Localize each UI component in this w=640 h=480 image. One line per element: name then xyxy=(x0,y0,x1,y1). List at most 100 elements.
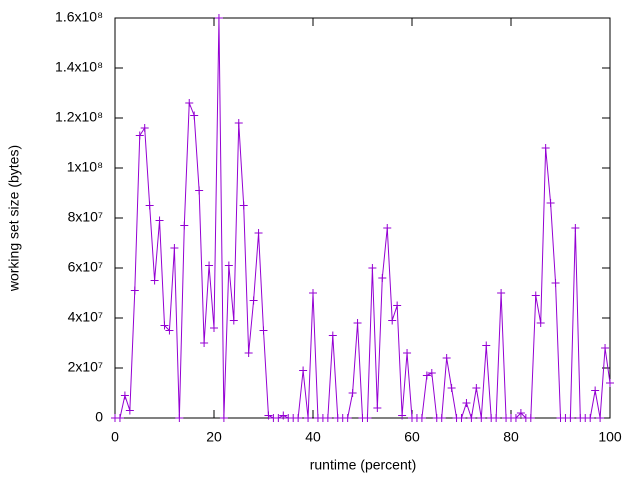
point xyxy=(125,406,134,415)
point xyxy=(482,341,491,350)
x-tick-label: 40 xyxy=(305,429,321,445)
point xyxy=(591,386,600,395)
point xyxy=(348,389,357,397)
y-axis-label: working set size (bytes) xyxy=(6,145,22,292)
point xyxy=(398,411,407,420)
point xyxy=(353,319,362,327)
point xyxy=(601,344,610,352)
point xyxy=(210,324,218,332)
x-tick-label: 100 xyxy=(598,429,622,445)
point xyxy=(165,326,174,335)
y-tick-label: 8x10⁷ xyxy=(68,209,103,225)
point xyxy=(328,331,337,340)
point xyxy=(373,404,382,412)
point xyxy=(437,414,446,422)
point xyxy=(185,99,194,107)
point xyxy=(180,221,189,230)
point xyxy=(299,366,308,375)
point xyxy=(160,321,169,330)
point xyxy=(393,301,402,310)
point xyxy=(343,414,352,422)
point xyxy=(383,224,392,232)
point xyxy=(422,371,431,380)
point xyxy=(254,229,263,237)
point xyxy=(546,199,555,207)
y-tick-label: 0 xyxy=(95,409,103,425)
point xyxy=(516,409,525,417)
point xyxy=(120,391,129,400)
point xyxy=(462,399,471,407)
point xyxy=(536,319,545,327)
point xyxy=(403,349,412,357)
point xyxy=(170,244,179,252)
point xyxy=(234,119,243,127)
point xyxy=(304,414,313,422)
series-line xyxy=(115,17,611,419)
point xyxy=(264,411,273,420)
point xyxy=(294,414,303,422)
y-tick-label: 6x10⁷ xyxy=(68,259,103,275)
x-tick-label: 20 xyxy=(206,429,222,445)
point xyxy=(526,414,535,422)
point xyxy=(135,131,144,140)
point xyxy=(150,276,159,285)
point xyxy=(200,339,209,347)
point xyxy=(309,289,317,297)
x-tick-label: 60 xyxy=(404,429,420,445)
y-tick-label: 1x10⁸ xyxy=(67,159,103,175)
point xyxy=(249,296,258,305)
point xyxy=(145,201,154,210)
point xyxy=(279,411,288,420)
x-tick-label: 0 xyxy=(111,429,119,445)
y-tick-label: 1.2x10⁸ xyxy=(55,109,103,125)
point xyxy=(175,414,184,422)
point xyxy=(195,186,204,195)
point xyxy=(511,414,520,422)
point xyxy=(442,354,451,362)
point xyxy=(596,414,605,422)
point xyxy=(492,414,501,422)
point xyxy=(274,414,283,422)
point xyxy=(115,414,124,422)
point xyxy=(606,379,614,387)
point xyxy=(219,414,228,422)
point xyxy=(229,316,238,325)
point xyxy=(130,286,139,295)
point xyxy=(239,201,248,210)
point xyxy=(427,369,436,377)
point xyxy=(244,349,253,357)
point xyxy=(259,326,268,335)
point xyxy=(190,111,199,120)
point xyxy=(155,216,164,225)
plot-frame xyxy=(114,17,611,419)
point xyxy=(224,261,233,270)
y-tick-label: 4x10⁷ xyxy=(68,309,103,325)
point xyxy=(541,144,550,152)
y-tick-label: 1.4x10⁸ xyxy=(55,59,103,75)
point xyxy=(378,274,387,282)
y-tick-label: 1.6x10⁸ xyxy=(55,9,103,25)
point xyxy=(417,414,426,422)
point xyxy=(363,414,372,422)
point xyxy=(571,224,580,232)
point xyxy=(140,124,149,132)
x-tick-label: 80 xyxy=(503,429,519,445)
point xyxy=(566,414,575,422)
point xyxy=(551,279,560,287)
point xyxy=(457,414,466,422)
y-tick-label: 2x10⁷ xyxy=(68,359,103,375)
point xyxy=(477,414,486,422)
point xyxy=(388,316,397,325)
point xyxy=(214,14,223,22)
point xyxy=(497,289,506,297)
x-axis-label: runtime (percent) xyxy=(310,457,417,473)
point xyxy=(531,291,540,300)
point xyxy=(467,414,476,422)
point xyxy=(447,384,456,392)
point xyxy=(472,384,481,392)
point xyxy=(586,414,595,422)
point xyxy=(323,414,332,422)
point xyxy=(368,264,377,272)
